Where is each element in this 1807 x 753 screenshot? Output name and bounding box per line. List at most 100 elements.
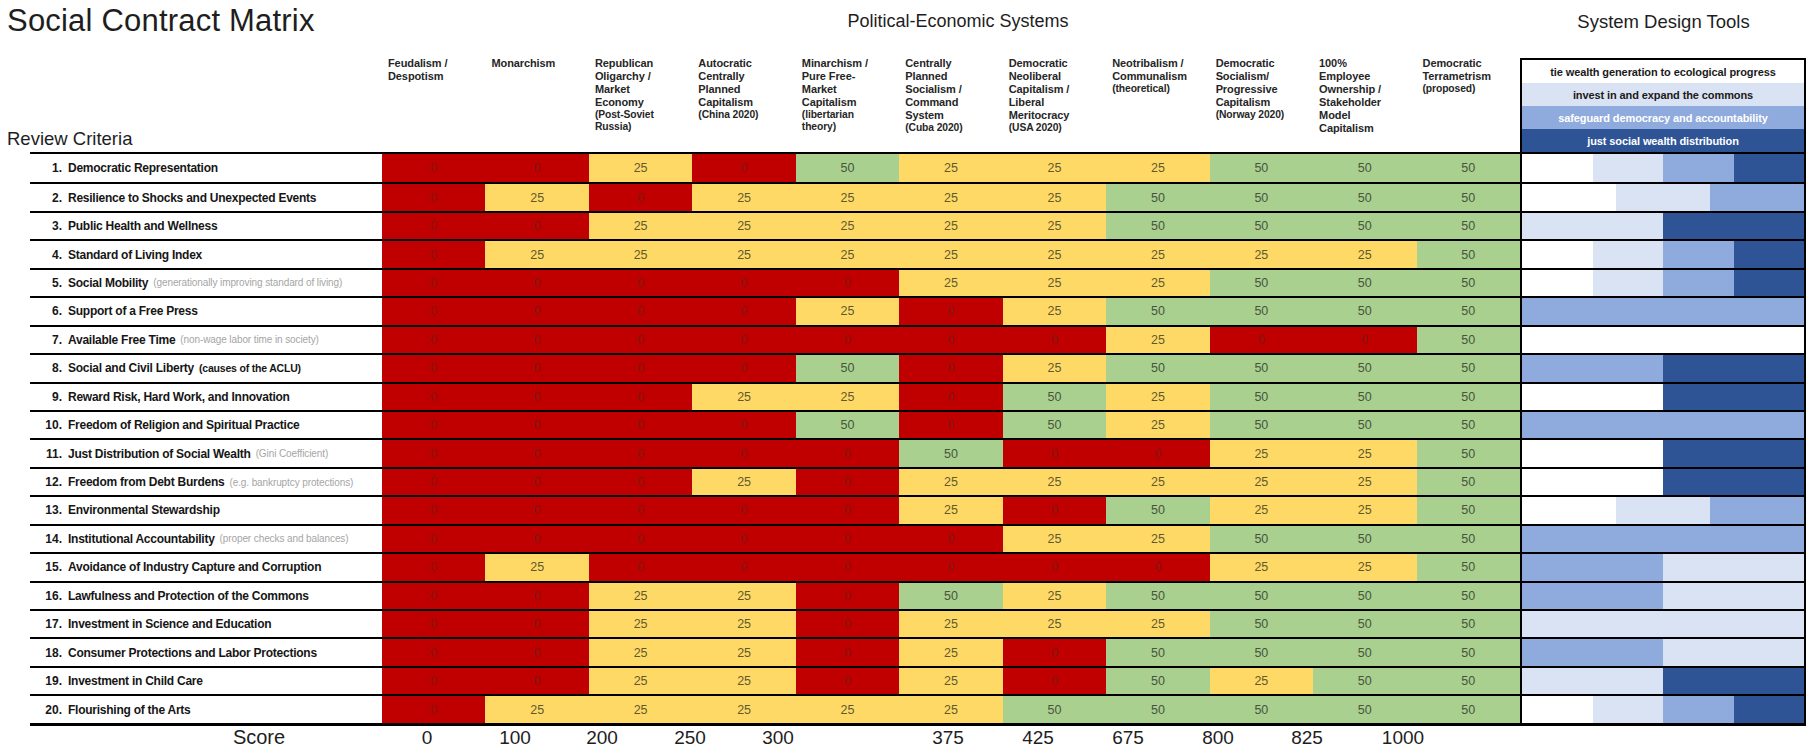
system-name: 100% Employee Ownership / Stakeholder Mo… xyxy=(1319,57,1405,135)
matrix-cell: 0 xyxy=(589,270,692,296)
design-tool-segment xyxy=(1522,440,1663,466)
matrix-cell: 50 xyxy=(1313,154,1416,182)
design-tool-segment xyxy=(1710,184,1804,210)
criteria-row: 15.Avoidance of Industry Capture and Cor… xyxy=(30,552,1520,580)
design-tool-segment xyxy=(1663,440,1804,466)
design-tool-segment xyxy=(1522,696,1593,722)
matrix-cell: 25 xyxy=(692,241,795,267)
matrix-cell: 0 xyxy=(796,554,899,580)
system-name: Monarchism xyxy=(491,57,577,70)
matrix-cell: 50 xyxy=(1313,213,1416,239)
criteria-label-zone: 16.Lawfulness and Protection of the Comm… xyxy=(30,583,382,609)
matrix-cell: 0 xyxy=(382,184,485,210)
criteria-row: 11.Just Distribution of Social Wealth(Gi… xyxy=(30,438,1520,466)
matrix-cell: 0 xyxy=(692,554,795,580)
score-value: 300 xyxy=(733,727,823,749)
matrix-cell: 0 xyxy=(382,696,485,722)
system-name: Republican Oligarchy / Market Economy xyxy=(595,57,681,109)
design-tool-segment xyxy=(1663,668,1804,694)
design-tool-segment xyxy=(1522,213,1663,239)
criteria-label-zone: 10.Freedom of Religion and Spiritual Pra… xyxy=(30,412,382,438)
matrix-cell: 0 xyxy=(1210,327,1313,353)
matrix-cell: 50 xyxy=(1417,639,1520,665)
matrix-cell: 25 xyxy=(589,639,692,665)
matrix-cell: 0 xyxy=(589,412,692,438)
matrix-cell: 0 xyxy=(589,497,692,523)
criteria-label-zone: 7.Available Free Time(non-wage labor tim… xyxy=(30,327,382,353)
matrix-cell: 25 xyxy=(1003,355,1106,381)
system-header: Centrally Planned Socialism / Command Sy… xyxy=(905,57,991,134)
matrix-cell: 50 xyxy=(1313,298,1416,324)
design-tools-row xyxy=(1522,694,1804,722)
design-tools-row xyxy=(1522,609,1804,637)
matrix-cell: 0 xyxy=(382,412,485,438)
criteria-name: Reward Risk, Hard Work, and Innovation xyxy=(68,390,290,404)
matrix-cell: 25 xyxy=(899,270,1002,296)
matrix-cell: 50 xyxy=(1313,412,1416,438)
matrix-cell: 50 xyxy=(899,440,1002,466)
matrix-cell: 25 xyxy=(899,184,1002,210)
criteria-label-zone: 2.Resilience to Shocks and Unexpected Ev… xyxy=(30,184,382,210)
score-value: 425 xyxy=(993,727,1083,749)
matrix-cell: 0 xyxy=(382,154,485,182)
design-tool-segment xyxy=(1663,469,1804,495)
matrix-cell: 0 xyxy=(382,241,485,267)
matrix-cell: 0 xyxy=(796,611,899,637)
criteria-row: 18.Consumer Protections and Labor Protec… xyxy=(30,637,1520,665)
matrix-cell: 0 xyxy=(382,440,485,466)
design-tools-row xyxy=(1522,239,1804,267)
matrix-cell: 25 xyxy=(485,184,588,210)
matrix-cell: 0 xyxy=(589,440,692,466)
matrix-cell: 0 xyxy=(382,355,485,381)
matrix-cell: 25 xyxy=(485,241,588,267)
matrix-cell: 0 xyxy=(692,154,795,182)
design-tools-row xyxy=(1522,182,1804,210)
matrix-cell: 0 xyxy=(589,298,692,324)
score-value: 200 xyxy=(557,727,647,749)
matrix-cell: 0 xyxy=(692,497,795,523)
criteria-number: 20. xyxy=(30,703,62,717)
matrix-cell: 0 xyxy=(1003,327,1106,353)
score-value: 825 xyxy=(1262,727,1352,749)
design-tools-row xyxy=(1522,382,1804,410)
matrix-cell: 25 xyxy=(589,583,692,609)
matrix-cell: 25 xyxy=(1210,440,1313,466)
matrix-cell: 50 xyxy=(1313,270,1416,296)
design-tool-segment xyxy=(1616,497,1710,523)
matrix-cell: 0 xyxy=(485,526,588,552)
matrix-table: 1.Democratic Representation0025050252525… xyxy=(30,152,1520,726)
matrix-cell: 50 xyxy=(1417,241,1520,267)
criteria-note: (generationally improving standard of li… xyxy=(153,277,342,288)
matrix-cell: 50 xyxy=(1313,355,1416,381)
systems-section-title: Political-Economic Systems xyxy=(758,11,1158,32)
criteria-note: (non-wage labor time in society) xyxy=(180,334,319,345)
matrix-cell: 25 xyxy=(1003,213,1106,239)
matrix-cell: 0 xyxy=(485,384,588,410)
matrix-cell: 50 xyxy=(1106,639,1209,665)
criteria-name: Investment in Science and Education xyxy=(68,617,271,631)
matrix-cell: 25 xyxy=(1003,469,1106,495)
matrix-cell: 0 xyxy=(796,668,899,694)
matrix-cell: 0 xyxy=(382,583,485,609)
system-header: Republican Oligarchy / Market Economy(Po… xyxy=(595,57,681,134)
matrix-cell: 0 xyxy=(485,270,588,296)
design-tool-segment xyxy=(1663,213,1804,239)
matrix-cell: 25 xyxy=(796,298,899,324)
system-header: Autocratic Centrally Planned Capitalism(… xyxy=(698,57,784,121)
matrix-cell: 25 xyxy=(1106,526,1209,552)
matrix-cell: 25 xyxy=(589,696,692,722)
criteria-row: 4.Standard of Living Index02525252525252… xyxy=(30,239,1520,267)
system-header: Neotribalism / Communalism(theoretical) xyxy=(1112,57,1198,95)
design-tool-label: just social wealth distribution xyxy=(1522,129,1804,152)
system-note: (Norway 2020) xyxy=(1216,109,1302,121)
criteria-name: Social Mobility xyxy=(68,276,148,290)
matrix-cell: 50 xyxy=(1003,412,1106,438)
design-tool-label: invest in and expand the commons xyxy=(1522,83,1804,106)
matrix-cell: 50 xyxy=(1210,696,1313,722)
criteria-row: 8.Social and Civil Liberty(causes of the… xyxy=(30,353,1520,381)
matrix-cell: 25 xyxy=(1210,668,1313,694)
design-tools-row xyxy=(1522,495,1804,523)
matrix-cell: 0 xyxy=(382,384,485,410)
criteria-label-zone: 3.Public Health and Wellness xyxy=(30,213,382,239)
matrix-cell: 25 xyxy=(899,213,1002,239)
